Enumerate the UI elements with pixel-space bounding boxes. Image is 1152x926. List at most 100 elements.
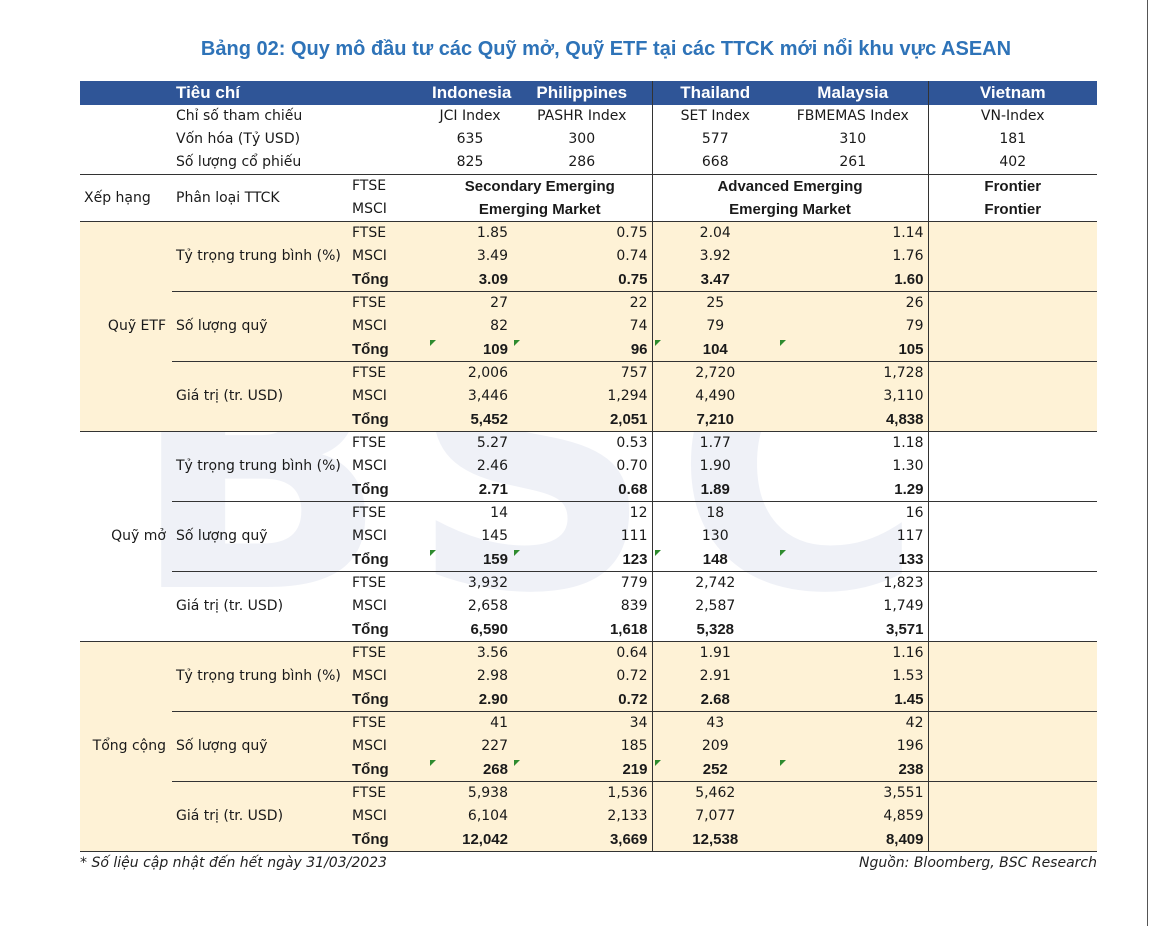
value-cell: 1.29 xyxy=(778,478,928,502)
vietnam-cell xyxy=(927,548,1097,572)
value-cell: 2.98 xyxy=(428,665,512,688)
data-row: MSCI 2,658 839 2,587 1,749 xyxy=(80,595,1097,618)
value-cell: 109 xyxy=(428,338,512,362)
header-thailand: Thailand xyxy=(651,81,778,105)
info-row: Vốn hóa (Tỷ USD) 635 300 577 310 181 xyxy=(80,128,1097,151)
ranking-row: Xếp hạng Phân loại TTCK FTSE Secondary Emer… xyxy=(80,174,1097,222)
value-cell: 2,051 xyxy=(512,408,652,432)
value-cell: 14 xyxy=(490,505,508,521)
value-cell: 3,110 xyxy=(778,385,928,408)
subgroup-label: Giá trị (tr. USD) xyxy=(172,781,348,852)
header-row: Tiêu chí Indonesia Philippines Thailand Mala… xyxy=(80,81,1097,105)
value-cell: 185 xyxy=(512,735,652,758)
index-label: Tổng xyxy=(348,478,428,502)
vietnam-cell xyxy=(927,641,1097,665)
data-row: Quỹ mở Tỷ trọng trung bình (%) FTSE 5.27 0.5… xyxy=(80,431,1097,642)
data-row: Tổng 268 219 252 238 xyxy=(80,758,1097,782)
vietnam-cell xyxy=(927,758,1097,782)
value-cell: 0.68 xyxy=(512,478,652,502)
info-value: 825 xyxy=(456,154,484,170)
data-row: Quỹ ETF Tỷ trọng trung bình (%) FTSE 1.85 0.… xyxy=(80,221,1097,432)
value-cell: 12,042 xyxy=(428,828,512,852)
value-cell: 96 xyxy=(512,338,652,362)
header-indonesia: Indonesia xyxy=(428,81,512,105)
ranking-label: Phân loại TTCK xyxy=(172,174,348,222)
value-cell: 1,823 xyxy=(883,575,924,591)
value-cell: 4,490 xyxy=(651,385,778,408)
value-cell: 2,658 xyxy=(467,598,508,614)
index-label: FTSE xyxy=(348,291,428,315)
data-row: Số lượng quỹ FTSE 41 34 43 42 xyxy=(80,711,1097,782)
data-row: MSCI 6,104 2,133 7,077 4,859 xyxy=(80,805,1097,828)
value-cell: 0.72 xyxy=(512,688,652,712)
data-row: Tổng 3.09 0.75 3.47 1.60 xyxy=(80,268,1097,292)
value-cell: 1.76 xyxy=(778,245,928,268)
ranking-index: MSCI xyxy=(348,198,428,222)
footnote: * Số liệu cập nhật đến hết ngày 31/03/20… xyxy=(80,855,387,871)
value-cell: 7,210 xyxy=(651,408,778,432)
vietnam-cell xyxy=(927,478,1097,502)
info-value: PASHR Index xyxy=(537,108,627,124)
value-cell: 252 xyxy=(651,758,778,782)
value-cell: 111 xyxy=(620,528,648,544)
info-spacer xyxy=(80,105,172,128)
value-cell: 41 xyxy=(428,711,512,735)
index-label: Tổng xyxy=(348,268,428,292)
value-cell: 2.46 xyxy=(476,458,508,474)
vietnam-cell xyxy=(927,291,1097,315)
value-cell: 839 xyxy=(620,598,648,614)
index-label: FTSE xyxy=(348,711,428,735)
value-cell: 2,742 xyxy=(651,571,778,595)
value-cell: 1.85 xyxy=(428,221,512,245)
investment-table: Tiêu chí Indonesia Philippines Thailand Mala… xyxy=(80,81,1097,852)
info-value: 635 xyxy=(456,131,484,147)
value-cell: 148 xyxy=(651,548,778,572)
value-cell: 123 xyxy=(512,548,652,572)
value-cell: 3.09 xyxy=(428,268,512,292)
vietnam-cell xyxy=(927,711,1097,735)
value-cell: 1.16 xyxy=(778,641,928,665)
value-cell: 219 xyxy=(512,758,652,782)
value-cell: 6,104 xyxy=(428,805,512,828)
index-label: Tổng xyxy=(348,338,428,362)
index-label: MSCI xyxy=(352,458,387,474)
info-value: 286 xyxy=(568,154,596,170)
value-cell: 1.18 xyxy=(892,435,924,451)
data-row: MSCI 2.98 0.72 2.91 1.53 xyxy=(80,665,1097,688)
value-cell: 5,328 xyxy=(651,618,778,642)
value-cell: 0.75 xyxy=(512,268,652,292)
info-value: 577 xyxy=(651,128,778,151)
index-label: MSCI xyxy=(352,598,387,614)
subgroup-label: Tỷ trọng trung bình (%) xyxy=(172,431,348,502)
subgroup-label: Số lượng quỹ xyxy=(172,711,348,782)
header-malaysia: Malaysia xyxy=(778,81,928,105)
value-cell: 12 xyxy=(629,505,648,521)
index-label: FTSE xyxy=(348,641,428,665)
info-value: SET Index xyxy=(651,105,778,128)
index-label: FTSE xyxy=(352,575,387,591)
ranking-vietnam: Frontier xyxy=(927,174,1097,198)
value-cell: 105 xyxy=(778,338,928,362)
value-cell: 5,462 xyxy=(651,781,778,805)
value-cell: 5,452 xyxy=(428,408,512,432)
value-cell: 16 xyxy=(905,505,924,521)
info-label: Chỉ số tham chiếu xyxy=(176,108,303,124)
index-label: Tổng xyxy=(348,688,428,712)
value-cell: 2.90 xyxy=(428,688,512,712)
data-row: Tổng 12,042 3,669 12,538 8,409 xyxy=(80,828,1097,852)
header-vietnam: Vietnam xyxy=(927,81,1097,105)
section-group: Quỹ ETF xyxy=(80,221,172,432)
value-cell: 1,749 xyxy=(883,598,924,614)
index-label: MSCI xyxy=(348,385,428,408)
value-cell: 2.91 xyxy=(651,665,778,688)
value-cell: 3,669 xyxy=(512,828,652,852)
ranking-advanced: Advanced Emerging xyxy=(651,174,928,198)
index-label: FTSE xyxy=(352,435,387,451)
data-row: Tổng 2.71 0.68 1.89 1.29 xyxy=(80,478,1097,502)
data-row: MSCI 3,446 1,294 4,490 3,110 xyxy=(80,385,1097,408)
value-cell: 2,006 xyxy=(428,361,512,385)
vietnam-cell xyxy=(927,595,1097,618)
data-row: Tổng 159 123 148 133 xyxy=(80,548,1097,572)
data-row: Tổng 2.90 0.72 2.68 1.45 xyxy=(80,688,1097,712)
index-label: Tổng xyxy=(348,828,428,852)
